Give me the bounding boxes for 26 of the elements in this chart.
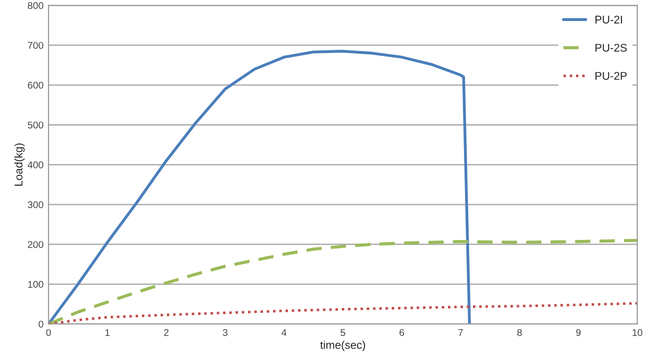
y-tick-label: 100 [28, 280, 44, 288]
x-tick-label: 9 [576, 329, 581, 336]
y-tick-label: 200 [28, 241, 44, 248]
x-tick-label: 3 [222, 329, 228, 336]
y-tick-label: 400 [28, 161, 44, 168]
y-tick-label: 800 [28, 2, 44, 10]
x-tick-label: 5 [340, 329, 346, 336]
y-tick-label: 0 [38, 320, 44, 328]
legend-label: PU-2P [595, 72, 627, 80]
x-tick-label: 6 [400, 329, 404, 336]
y-tick-label: 700 [28, 42, 44, 49]
legend-label: PU-2I [595, 16, 622, 24]
y-tick-label: 300 [28, 201, 44, 208]
line-series [48, 50, 471, 324]
y-tick-label: 500 [28, 122, 44, 128]
y-axis-title: Load(kg) [14, 143, 25, 186]
x-tick-label: 10 [632, 329, 642, 336]
y-tick-label: 600 [28, 82, 44, 89]
x-tick-label: 7 [458, 329, 463, 336]
x-tick-label: 4 [282, 329, 286, 336]
x-tick-label: 8 [517, 329, 522, 336]
x-axis-title: time(sec) [320, 340, 366, 352]
legend-label: PU-2S [595, 44, 627, 52]
x-tick-label: 1 [105, 329, 110, 336]
x-tick-label: 0 [46, 329, 51, 336]
x-tick-label: 2 [164, 329, 168, 336]
